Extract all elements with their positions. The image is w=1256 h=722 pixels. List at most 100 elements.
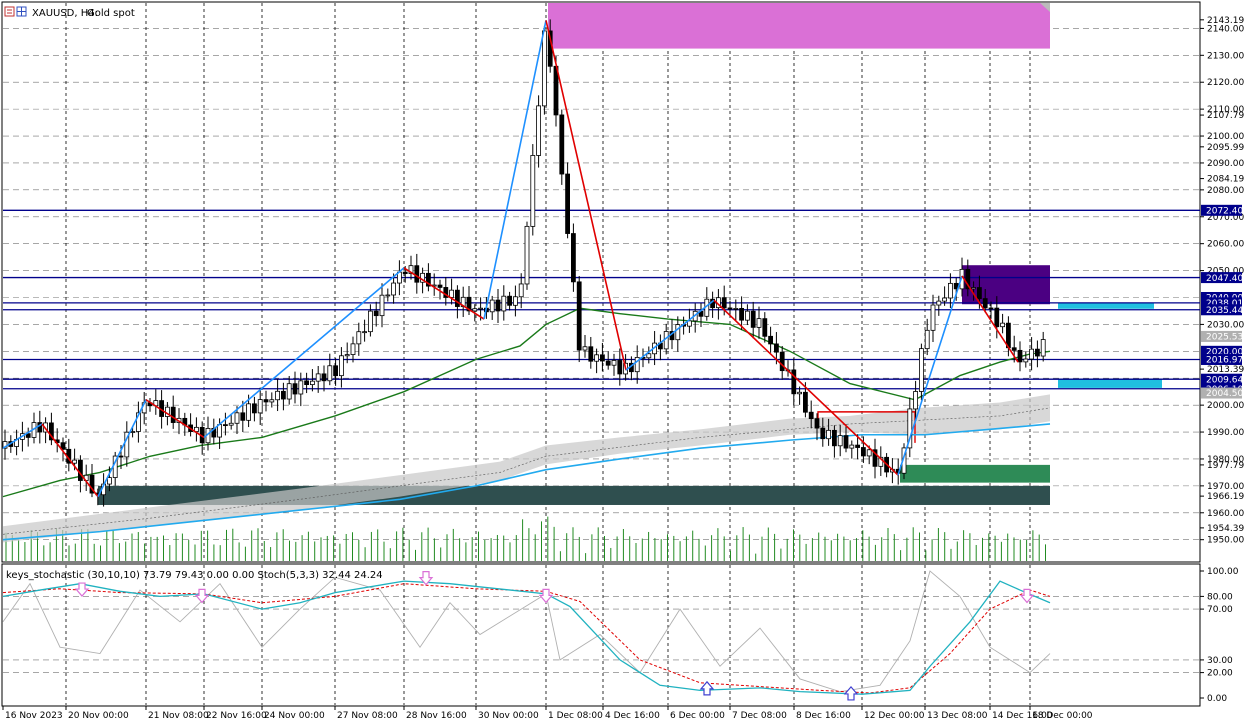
time-tick-label: 4 Dec 16:00: [605, 711, 660, 721]
time-tick-label: 21 Nov 08:00: [148, 711, 209, 721]
candle-body: [298, 380, 304, 395]
candle-body: [304, 380, 310, 386]
candle-body: [588, 346, 594, 362]
price-tick-label: 2030.00: [1207, 320, 1244, 330]
price-tag-box: [1201, 387, 1242, 399]
price-tag-label: 2025.53: [1206, 333, 1243, 343]
candle-body: [454, 289, 460, 307]
candle-body: [78, 459, 83, 481]
candle-body: [977, 287, 982, 299]
candle-body: [971, 287, 976, 290]
price-tick-label: 2100.00: [1207, 132, 1244, 142]
candle-body: [130, 431, 136, 433]
candle-body: [263, 399, 269, 403]
candle-body: [286, 383, 292, 400]
candle-body: [849, 444, 855, 449]
price-tick-label: 2120.00: [1207, 78, 1244, 88]
candle-body: [872, 449, 878, 467]
price-tag-box: [1201, 345, 1242, 357]
candle-body: [582, 346, 588, 351]
candle-body: [791, 369, 797, 395]
price-tick-label: 2140.00: [1207, 24, 1244, 34]
price-tick-label: 1990.00: [1207, 428, 1244, 438]
indicator-tick-label: 0.00: [1207, 694, 1227, 704]
candle-body: [124, 431, 130, 458]
candle-body: [269, 399, 275, 403]
candle-body: [536, 105, 541, 156]
candle-body: [866, 449, 872, 457]
price-tick-label: 2013.39: [1207, 365, 1244, 375]
price-tag-box: [1201, 304, 1242, 316]
candle-body: [72, 459, 77, 464]
candle-body: [1035, 348, 1040, 357]
zigzag-segment: [97, 399, 147, 497]
candle-body: [1029, 348, 1034, 360]
candle-body: [820, 427, 826, 440]
stoch-arrow-down: [538, 588, 554, 604]
time-tick-label: 18 Dec 00:00: [1032, 711, 1093, 721]
cyan-zone-lower: [1058, 379, 1162, 388]
zigzag-segment: [713, 299, 899, 476]
symbol-description: Gold spot: [87, 8, 135, 19]
time-tick-label: 8 Dec 16:00: [796, 711, 851, 721]
time-tick-label: 27 Nov 08:00: [337, 711, 398, 721]
zigzag-segment: [897, 275, 963, 476]
candle-body: [49, 422, 54, 441]
candle-body: [107, 477, 112, 485]
chart-header: XAUUSD, H4: Gold spot: [4, 6, 135, 19]
candle-body: [309, 380, 315, 386]
price-tag-label: 2009.64: [1206, 375, 1243, 385]
price-tags: 2072.402047.402040.002038.012035.442025.…: [1201, 204, 1243, 399]
candle-body: [257, 399, 263, 414]
candle-body: [930, 304, 936, 331]
zigzag-segment: [545, 20, 627, 371]
candle-body: [762, 318, 768, 337]
time-tick-label: 7 Dec 08:00: [732, 711, 787, 721]
zigzag-segment: [403, 267, 485, 320]
stoch-fast-line: [2, 570, 1051, 693]
candle-body: [768, 335, 773, 345]
price-tag-label: 2047.40: [1206, 274, 1243, 284]
candle-body: [135, 412, 141, 432]
price-tick-label: 2000.00: [1207, 401, 1244, 411]
candle-body: [60, 442, 66, 450]
indicator-tick-label: 80.00: [1207, 592, 1233, 602]
time-tick-label: 30 Nov 00:00: [478, 711, 539, 721]
candle-body: [913, 391, 918, 410]
stoch-arrow-down: [194, 588, 210, 604]
candle-body: [275, 390, 281, 401]
price-tag-label: 2004.50: [1206, 389, 1243, 399]
ma-blue-line: [2, 423, 1051, 541]
candle-body: [118, 455, 124, 458]
ma-mid-line: [2, 407, 1051, 535]
candle-body: [924, 329, 930, 350]
candle-body: [988, 307, 994, 310]
candle-body: [843, 435, 849, 449]
candle-body: [559, 114, 565, 175]
price-tag-box: [1201, 272, 1242, 284]
candle-body: [617, 360, 623, 375]
candle-body: [907, 408, 913, 449]
candle-body: [449, 289, 455, 298]
candle-body: [379, 294, 385, 317]
horizontal-levels: [3, 209, 1200, 443]
time-tick-label: 13 Dec 08:00: [927, 711, 988, 721]
indicator-axis: 100.00 80.00 70.00 30.00 20.00 0.00: [1200, 567, 1239, 704]
indicator-tick-label: 100.00: [1207, 567, 1239, 577]
candle-body: [292, 383, 298, 395]
candle-body: [855, 444, 860, 448]
candle-body: [832, 429, 837, 447]
price-tick-label: 2143.19: [1207, 16, 1244, 26]
indicator-label: keys_stochastic (30,10,10) 73.79 79.43 0…: [6, 570, 383, 581]
price-tick-label: 1950.00: [1207, 536, 1244, 546]
zigzag-lines: [2, 20, 1019, 498]
candle-body: [495, 299, 501, 312]
candle-body: [513, 296, 518, 306]
stoch-arrow-down: [1019, 588, 1035, 604]
menu-icon[interactable]: [4, 6, 15, 17]
stoch-arrow-down: [74, 582, 90, 597]
candle-body: [542, 30, 547, 107]
candle-body: [739, 308, 744, 321]
candle-body: [25, 433, 31, 438]
